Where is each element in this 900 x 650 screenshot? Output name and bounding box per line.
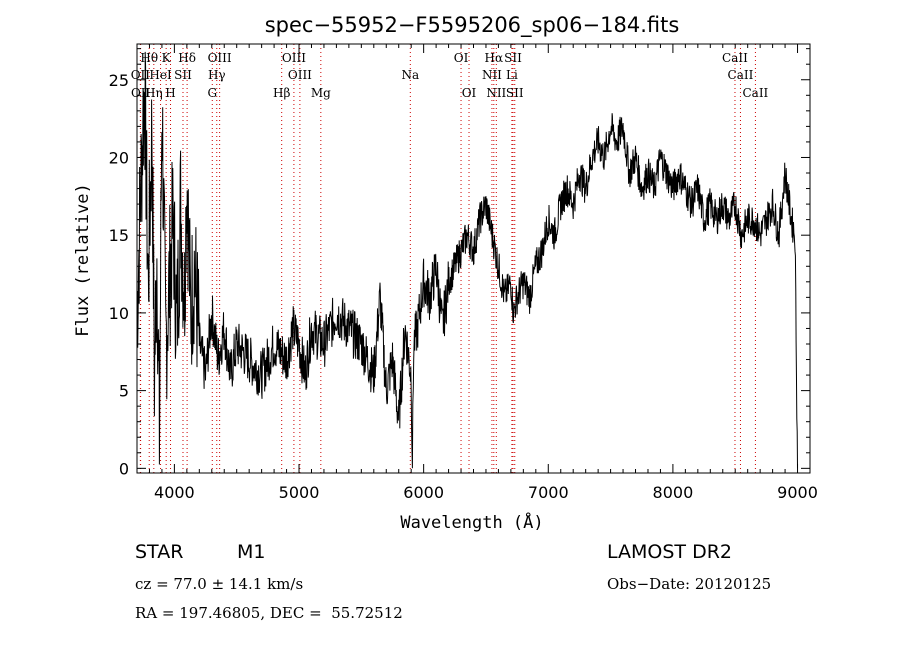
line-label: G [207, 86, 217, 100]
line-label: OI [462, 86, 477, 100]
line-label: Hδ [178, 51, 196, 65]
x-tick-label: 7000 [528, 483, 569, 502]
y-axis-ticks: 0 5 10 15 20 25 [109, 48, 810, 478]
line-label: Hβ [273, 86, 290, 100]
x-tick-label: 5000 [279, 483, 320, 502]
chart-title: spec−55952−F5595206_sp06−184.fits [265, 13, 680, 38]
line-label: H [165, 86, 175, 100]
line-label: OIII [282, 51, 306, 65]
y-tick-label: 5 [119, 382, 129, 401]
line-label: HeI [149, 68, 172, 82]
x-axis-ticks: 4000 5000 6000 7000 8000 9000 [148, 44, 818, 502]
line-label: Hθ [140, 51, 158, 65]
line-label: SII [506, 86, 524, 100]
line-label: K [162, 51, 172, 65]
line-label: Li [506, 68, 518, 82]
line-label: SII [174, 68, 192, 82]
line-label: OIII [288, 68, 312, 82]
line-label: Hα [485, 51, 504, 65]
y-tick-label: 15 [109, 226, 129, 245]
x-tick-label: 6000 [403, 483, 444, 502]
line-label: NII [482, 68, 502, 82]
spectrum-line [136, 51, 798, 469]
spectral-line-markers [139, 44, 756, 473]
x-tick-label: 4000 [154, 483, 195, 502]
y-axis-label: Flux (relative) [73, 183, 93, 337]
line-label: OI [454, 51, 469, 65]
survey-name: LAMOST DR2 [607, 541, 732, 563]
line-label: Mg [311, 86, 331, 100]
line-label: Hγ [208, 68, 226, 82]
x-axis-label: Wavelength (Å) [400, 511, 543, 533]
observation-date: Obs−Date: 20120125 [607, 575, 772, 593]
line-label: CaII [742, 86, 768, 100]
line-label: OII [131, 68, 151, 82]
coordinates-readout: RA = 197.46805, DEC = 55.72512 [135, 604, 403, 622]
line-label: Hη [145, 86, 163, 100]
x-tick-label: 8000 [653, 483, 694, 502]
y-tick-label: 10 [109, 304, 129, 323]
line-label: NII [486, 86, 506, 100]
redshift-readout: cz = 77.0 ± 14.1 km/s [135, 575, 304, 593]
line-label: Na [401, 68, 419, 82]
line-label: OIII [208, 51, 232, 65]
y-tick-label: 0 [119, 459, 129, 478]
y-tick-label: 20 [109, 148, 129, 167]
line-label: CaII [728, 68, 754, 82]
line-label: OII [131, 86, 151, 100]
line-label: CaII [722, 51, 748, 65]
line-label: SII [504, 51, 522, 65]
object-class: STAR [135, 541, 184, 563]
x-tick-label: 9000 [777, 483, 818, 502]
y-tick-label: 25 [109, 71, 129, 90]
object-subclass: M1 [237, 541, 266, 563]
